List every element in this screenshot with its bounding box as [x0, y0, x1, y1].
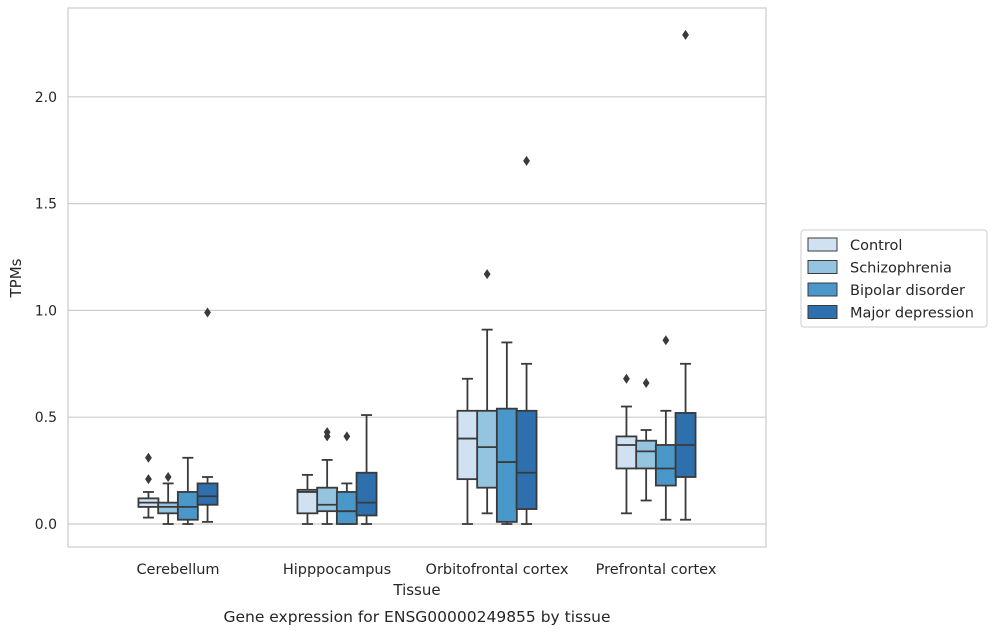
box-major-depression	[515, 155, 538, 525]
chart-caption: Gene expression for ENSG00000249855 by t…	[223, 608, 610, 626]
outlier-point	[682, 29, 689, 40]
legend-label: Bipolar disorder	[850, 283, 965, 299]
y-tick-label: 2.0	[35, 90, 57, 106]
outlier-point	[164, 472, 172, 483]
legend-label: Major depression	[850, 306, 974, 322]
box-iqr	[196, 482, 219, 506]
box-schizophrenia	[157, 472, 180, 525]
legend-swatch	[807, 282, 838, 297]
legend: Control Schizophrenia Bipolar disorder Majo…	[800, 229, 988, 328]
outlier-point	[343, 431, 351, 442]
box-bipolar-disorder	[654, 335, 677, 521]
y-tick-label: 1.0	[35, 303, 57, 319]
box-major-depression	[674, 29, 697, 521]
box-iqr	[635, 439, 658, 470]
box-schizophrenia	[635, 378, 658, 502]
box-iqr	[654, 444, 677, 487]
y-tick-label: 1.5	[35, 197, 57, 213]
outlier-point	[623, 373, 630, 384]
outlier-point	[523, 155, 530, 166]
box-schizophrenia	[316, 427, 339, 525]
legend-label: Control	[850, 238, 902, 254]
box-iqr	[476, 409, 499, 489]
outlier-point	[323, 427, 331, 438]
box-iqr	[495, 407, 518, 523]
outlier-point	[662, 335, 670, 346]
legend-swatch	[807, 305, 838, 319]
outlier-point	[145, 474, 152, 485]
box-major-depression	[355, 414, 378, 525]
box-control	[615, 373, 638, 515]
legend-swatch	[807, 237, 838, 252]
box-schizophrenia	[476, 269, 499, 515]
y-axis-label: TPMs	[7, 258, 25, 298]
box-iqr	[296, 488, 319, 515]
x-tick-label: Cerebellum	[136, 562, 219, 578]
x-tick-label: Orbitofrontal cortex	[426, 562, 569, 578]
box-control	[137, 452, 160, 519]
box-iqr	[157, 501, 180, 515]
grid-lines	[68, 96, 766, 525]
outlier-point	[145, 452, 152, 463]
box-major-depression	[196, 307, 219, 523]
y-tick-labels: 0.0 0.5 1.0 1.5 2.0	[35, 90, 57, 533]
box-iqr	[615, 435, 638, 470]
plot-frame	[67, 7, 767, 548]
box-iqr	[176, 491, 199, 521]
legend-swatch	[807, 260, 838, 274]
x-tick-label: Hipppocampus	[283, 562, 391, 578]
box-bipolar-disorder	[495, 341, 518, 525]
box-groups	[137, 29, 697, 525]
box-iqr	[355, 471, 378, 517]
x-tick-labels: Cerebellum Hipppocampus Orbitofrontal cort…	[136, 562, 716, 578]
box-control	[296, 473, 319, 525]
y-tick-label: 0.0	[35, 517, 57, 533]
box-iqr	[456, 409, 479, 481]
y-tick-label: 0.5	[35, 410, 57, 426]
box-bipolar-disorder	[176, 456, 199, 525]
x-axis-label: Tissue	[392, 581, 440, 599]
box-control	[456, 377, 479, 525]
outlier-point	[483, 269, 491, 280]
box-iqr	[335, 491, 358, 525]
legend-label: Schizophrenia	[850, 261, 952, 277]
x-tick-label: Prefrontal cortex	[596, 562, 717, 578]
legend-frame	[800, 229, 988, 328]
outlier-point	[204, 307, 211, 318]
box-iqr	[316, 486, 339, 513]
legend-items: Control Schizophrenia Bipolar disorder Majo…	[807, 237, 974, 322]
outlier-point	[642, 378, 650, 389]
box-iqr	[515, 409, 538, 510]
box-bipolar-disorder	[335, 431, 358, 525]
